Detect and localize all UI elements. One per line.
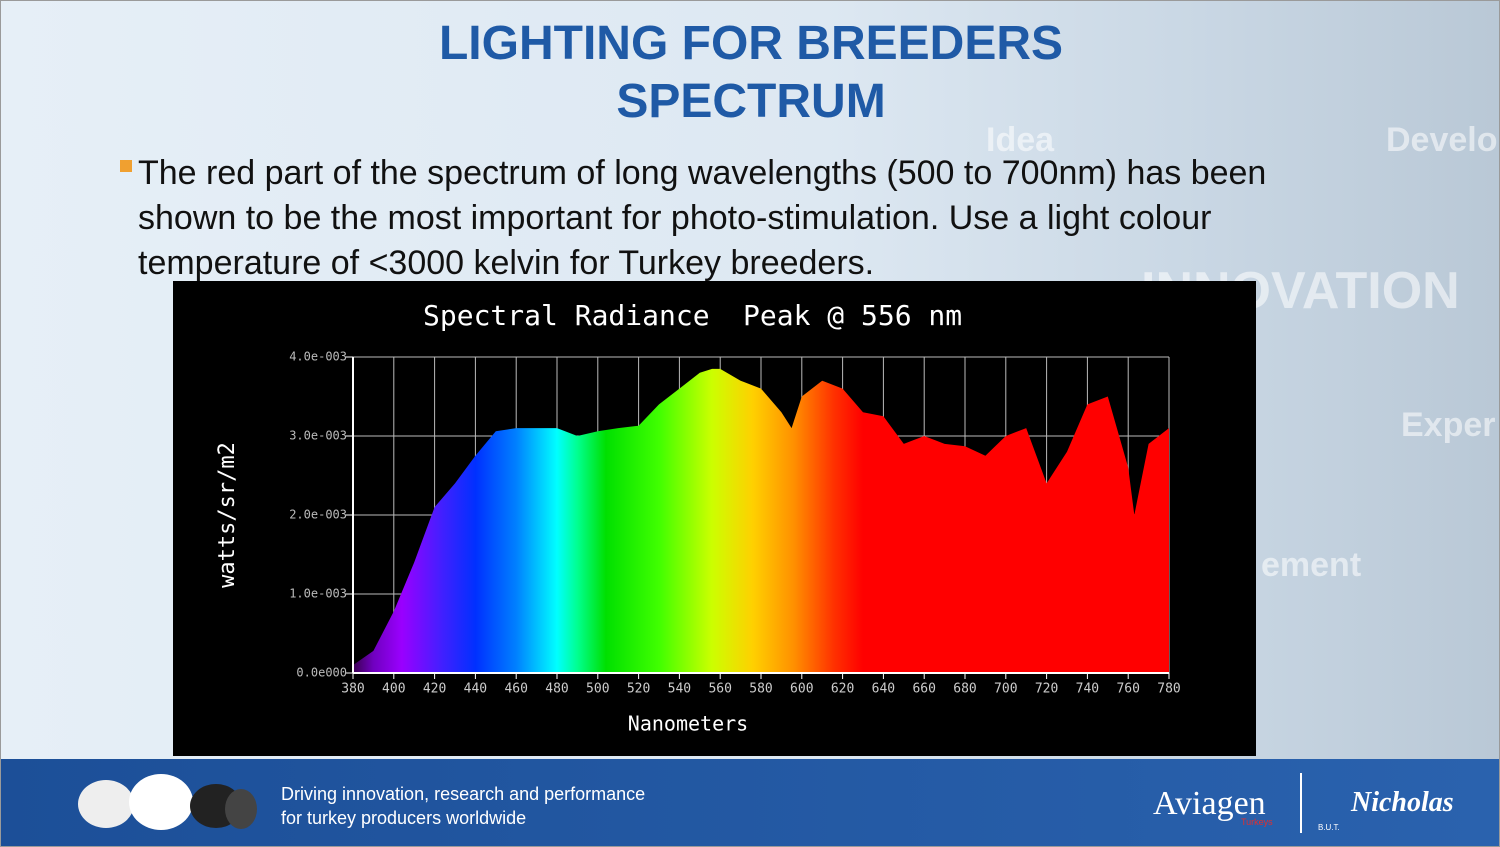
chart: Spectral Radiance Peak @ 556 nm Nanomete… <box>173 281 1256 756</box>
x-tick-label: 740 <box>1076 682 1099 697</box>
x-tick-label: 780 <box>1157 682 1180 697</box>
title-line: SPECTRUM <box>616 75 886 128</box>
turkey-illustration <box>78 774 257 830</box>
x-tick-label: 760 <box>1116 682 1139 697</box>
footer-line: for turkey producers worldwide <box>281 808 527 828</box>
y-tick-label: 0.0e000 <box>296 666 347 680</box>
logo-aviagen: Aviagen <box>1153 785 1266 822</box>
x-tick-label: 540 <box>668 682 691 697</box>
x-tick-label: 620 <box>831 682 854 697</box>
logo-but: B.U.T. <box>1318 823 1340 832</box>
logo-aviagen-sub: Turkeys <box>1241 817 1273 827</box>
slide-title: LIGHTING FOR BREEDERS SPECTRUM <box>1 15 1499 131</box>
bg-word: Exper <box>1401 406 1496 444</box>
logo-divider <box>1300 773 1302 833</box>
footer-line: Driving innovation, research and perform… <box>281 784 646 804</box>
spectrum-area <box>353 368 1169 673</box>
x-tick-label: 600 <box>790 682 813 697</box>
x-tick-label: 640 <box>872 682 895 697</box>
footer: Driving innovation, research and perform… <box>1 759 1499 846</box>
x-tick-label: 660 <box>912 682 935 697</box>
x-tick-label: 440 <box>464 682 487 697</box>
bg-word: Idea <box>986 121 1055 159</box>
x-axis-label: Nanometers <box>628 712 748 736</box>
x-tick-label: 460 <box>504 682 527 697</box>
x-tick-label: 680 <box>953 682 976 697</box>
x-tick-label: 500 <box>586 682 609 697</box>
y-tick-label: 4.0e-003 <box>289 350 347 364</box>
y-axis-label: watts/sr/m2 <box>215 442 240 588</box>
y-tick-label: 3.0e-003 <box>289 429 347 443</box>
chart-title: Spectral Radiance <box>423 299 710 332</box>
y-tick-label: 2.0e-003 <box>289 508 347 522</box>
x-tick-label: 700 <box>994 682 1017 697</box>
x-tick-label: 580 <box>749 682 772 697</box>
bullet-marker <box>120 160 132 172</box>
x-tick-label: 400 <box>382 682 405 697</box>
x-tick-label: 420 <box>423 682 446 697</box>
x-tick-label: 720 <box>1035 682 1058 697</box>
title-line: LIGHTING FOR BREEDERS <box>438 17 1064 70</box>
x-tick-label: 560 <box>708 682 731 697</box>
chart-subtitle: Peak @ 556 nm <box>743 299 962 332</box>
x-tick-label: 520 <box>627 682 650 697</box>
logo-nicholas: Nicholas <box>1351 787 1454 818</box>
bg-word: ement <box>1261 546 1362 584</box>
bullet-text: The red part of the spectrum of long wav… <box>138 154 1267 282</box>
x-tick-label: 480 <box>545 682 568 697</box>
bg-word: Develo <box>1386 121 1498 159</box>
x-tick-label: 380 <box>341 682 364 697</box>
y-tick-label: 1.0e-003 <box>289 587 347 601</box>
